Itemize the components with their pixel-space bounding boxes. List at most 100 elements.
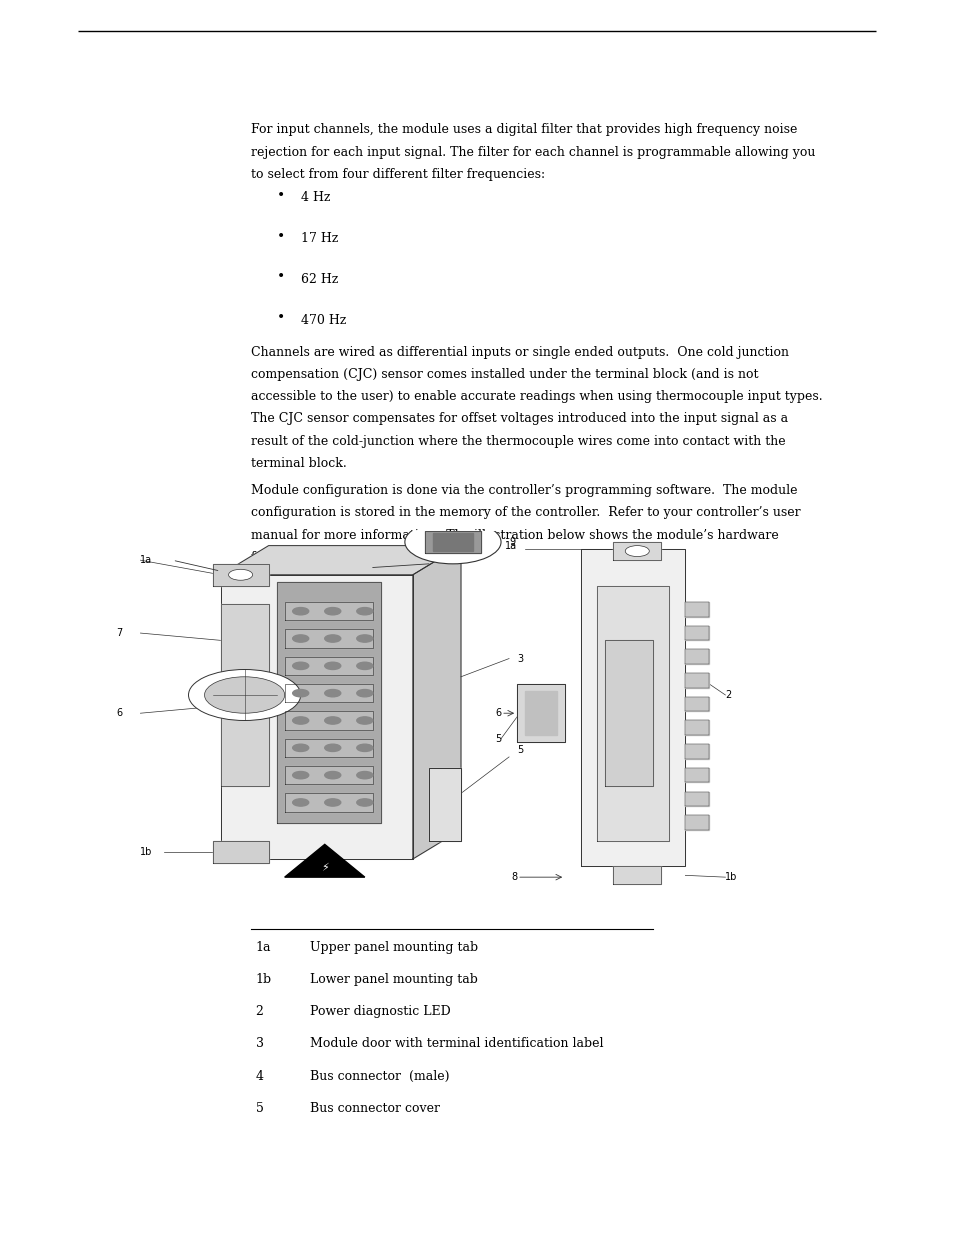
Polygon shape	[517, 684, 564, 742]
Text: 5: 5	[517, 745, 523, 755]
Text: Bus connector  (male): Bus connector (male)	[310, 1070, 449, 1083]
Text: 4: 4	[255, 1070, 263, 1083]
Text: 1b: 1b	[255, 973, 272, 987]
Polygon shape	[604, 640, 653, 787]
Polygon shape	[284, 684, 373, 703]
Text: 1a: 1a	[140, 556, 152, 566]
Text: Module door with terminal identification label: Module door with terminal identification…	[310, 1037, 603, 1051]
Text: •: •	[277, 311, 285, 325]
Circle shape	[204, 677, 284, 713]
Circle shape	[356, 635, 373, 642]
Circle shape	[324, 662, 340, 669]
Circle shape	[324, 716, 340, 724]
Circle shape	[356, 608, 373, 615]
Polygon shape	[684, 792, 709, 806]
Text: Bus connector cover: Bus connector cover	[310, 1102, 439, 1115]
Polygon shape	[213, 564, 269, 585]
Circle shape	[229, 569, 253, 580]
Circle shape	[293, 799, 309, 806]
Polygon shape	[424, 531, 480, 553]
Polygon shape	[220, 574, 413, 860]
Polygon shape	[284, 845, 364, 877]
Polygon shape	[284, 630, 373, 647]
Circle shape	[324, 689, 340, 697]
Text: configuration is stored in the memory of the controller.  Refer to your controll: configuration is stored in the memory of…	[251, 506, 800, 520]
Circle shape	[293, 689, 309, 697]
Polygon shape	[684, 626, 709, 640]
Text: 2: 2	[255, 1005, 263, 1019]
Polygon shape	[613, 866, 660, 884]
Text: Module configuration is done via the controller’s programming software.  The mod: Module configuration is done via the con…	[251, 484, 797, 498]
Circle shape	[189, 669, 300, 720]
Text: features.: features.	[251, 551, 307, 564]
Polygon shape	[684, 650, 709, 664]
Circle shape	[404, 520, 500, 564]
Polygon shape	[580, 550, 684, 866]
Polygon shape	[220, 604, 269, 787]
Text: 62 Hz: 62 Hz	[300, 273, 337, 287]
Circle shape	[356, 799, 373, 806]
Text: 1a: 1a	[255, 941, 271, 955]
Text: accessible to the user) to enable accurate readings when using thermocouple inpu: accessible to the user) to enable accura…	[251, 390, 821, 404]
Circle shape	[324, 635, 340, 642]
Polygon shape	[684, 815, 709, 830]
Text: •: •	[277, 230, 285, 243]
Polygon shape	[684, 603, 709, 616]
Circle shape	[324, 745, 340, 751]
Text: •: •	[277, 270, 285, 284]
Polygon shape	[413, 546, 460, 860]
Circle shape	[293, 662, 309, 669]
Polygon shape	[597, 585, 669, 841]
Text: 1a: 1a	[504, 541, 517, 551]
Text: ⚡: ⚡	[320, 863, 328, 873]
Text: 6: 6	[495, 708, 500, 719]
Polygon shape	[284, 766, 373, 784]
Polygon shape	[684, 768, 709, 783]
Polygon shape	[276, 582, 380, 823]
Circle shape	[293, 772, 309, 779]
Text: compensation (CJC) sensor comes installed under the terminal block (and is not: compensation (CJC) sensor comes installe…	[251, 368, 758, 382]
Circle shape	[624, 546, 649, 557]
Text: 9: 9	[509, 537, 515, 547]
Polygon shape	[284, 603, 373, 620]
Text: manual for more information.  The illustration below shows the module’s hardware: manual for more information. The illustr…	[251, 529, 778, 542]
Polygon shape	[213, 841, 269, 862]
Polygon shape	[284, 739, 373, 757]
Text: Channels are wired as differential inputs or single ended outputs.  One cold jun: Channels are wired as differential input…	[251, 346, 788, 359]
Text: Power diagnostic LED: Power diagnostic LED	[310, 1005, 451, 1019]
Text: rejection for each input signal. The filter for each channel is programmable all: rejection for each input signal. The fil…	[251, 146, 815, 159]
Circle shape	[293, 716, 309, 724]
Polygon shape	[284, 657, 373, 676]
Circle shape	[293, 635, 309, 642]
Text: 6: 6	[116, 708, 122, 719]
Circle shape	[293, 608, 309, 615]
Polygon shape	[220, 546, 460, 574]
Polygon shape	[684, 745, 709, 758]
Circle shape	[324, 799, 340, 806]
Text: 8: 8	[511, 872, 517, 882]
Text: The CJC sensor compensates for offset voltages introduced into the input signal : The CJC sensor compensates for offset vo…	[251, 412, 787, 426]
Text: Lower panel mounting tab: Lower panel mounting tab	[310, 973, 477, 987]
Polygon shape	[524, 692, 557, 735]
Circle shape	[324, 772, 340, 779]
Circle shape	[356, 716, 373, 724]
Polygon shape	[684, 673, 709, 688]
Text: 1b: 1b	[140, 847, 152, 857]
Polygon shape	[284, 711, 373, 730]
Circle shape	[356, 689, 373, 697]
Text: result of the cold-junction where the thermocouple wires come into contact with : result of the cold-junction where the th…	[251, 435, 784, 448]
Polygon shape	[284, 793, 373, 811]
Text: 3: 3	[255, 1037, 263, 1051]
Text: 17 Hz: 17 Hz	[300, 232, 337, 246]
Circle shape	[356, 745, 373, 751]
Text: 5: 5	[255, 1102, 263, 1115]
Text: to select from four different filter frequencies:: to select from four different filter fre…	[251, 168, 544, 182]
Text: 470 Hz: 470 Hz	[300, 314, 346, 327]
Polygon shape	[684, 720, 709, 735]
Text: •: •	[277, 189, 285, 203]
Polygon shape	[613, 542, 660, 561]
Circle shape	[356, 662, 373, 669]
Text: 4 Hz: 4 Hz	[300, 191, 330, 205]
Polygon shape	[684, 697, 709, 711]
Text: 2: 2	[724, 690, 731, 700]
